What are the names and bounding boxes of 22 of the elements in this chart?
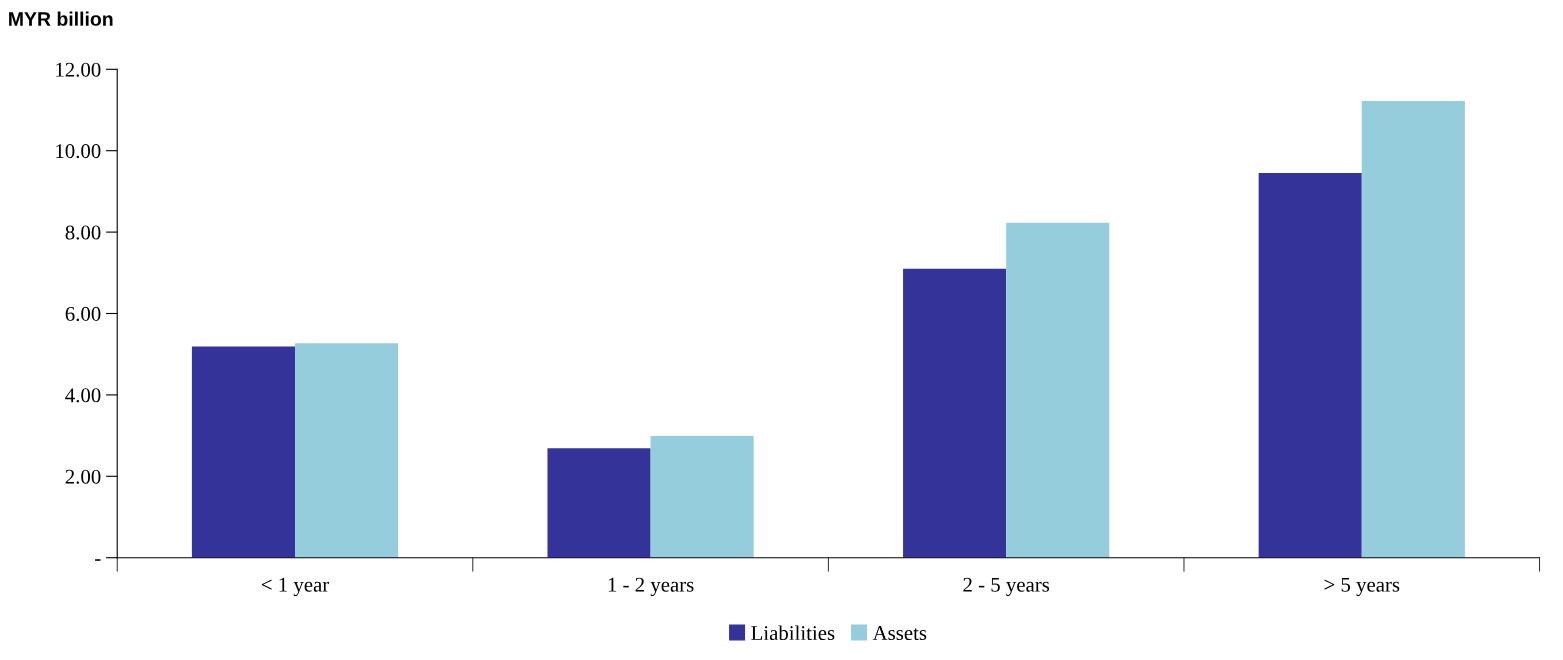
bar bbox=[1006, 222, 1110, 558]
bar bbox=[191, 346, 296, 558]
y-tick-label: 10.00 bbox=[56, 144, 101, 159]
bar bbox=[1361, 101, 1465, 558]
bar bbox=[650, 436, 754, 558]
bar bbox=[295, 343, 399, 558]
x-tick-label: 2 - 5 years bbox=[963, 577, 1050, 597]
legend-label: Liabilities bbox=[751, 625, 835, 641]
bar bbox=[547, 448, 651, 558]
y-tick-label: 8.00 bbox=[65, 225, 101, 240]
x-tick-label: 1 - 2 years bbox=[608, 577, 694, 597]
bar bbox=[1258, 173, 1362, 558]
y-axis-title: MYR billion bbox=[9, 11, 113, 26]
y-tick-label: 2.00 bbox=[65, 469, 101, 484]
y-tick-label: - bbox=[95, 559, 101, 561]
y-tick-label: 12.00 bbox=[56, 62, 101, 77]
bar bbox=[903, 268, 1007, 558]
y-tick-label: 4.00 bbox=[65, 388, 101, 403]
legend-label: Assets bbox=[872, 626, 927, 641]
y-tick-label: 6.00 bbox=[65, 306, 101, 322]
x-tick-label: < 1 year bbox=[261, 577, 330, 597]
x-tick-label: > 5 years bbox=[1324, 577, 1400, 597]
